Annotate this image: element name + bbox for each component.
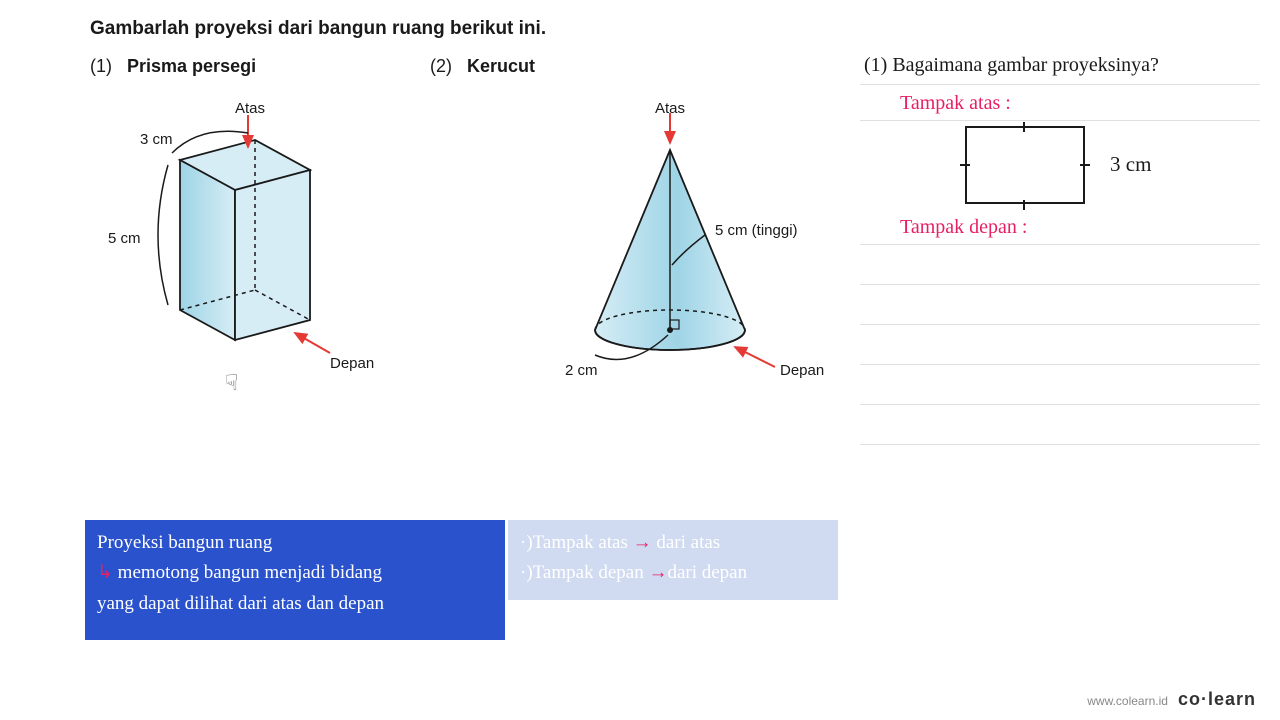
- ruled-line: [860, 444, 1260, 445]
- note-question: (1) Bagaimana gambar proyeksinya?: [864, 54, 1159, 77]
- cone-dim-radius: 2 cm: [565, 362, 598, 379]
- explain-box-2: ·)Tampak atas → dari atas ·)Tampak depan…: [508, 520, 838, 600]
- arrow-icon: →: [648, 562, 667, 583]
- prism-depan-label: Depan: [330, 355, 374, 372]
- arrow-icon: →: [633, 532, 657, 553]
- explain2-line2: ·)Tampak depan →dari depan: [520, 558, 826, 588]
- sketch-dim-3cm: 3 cm: [1110, 152, 1151, 177]
- ruled-line: [860, 120, 1260, 121]
- tick-mark: [1080, 164, 1090, 166]
- footer-brand: co·learn: [1178, 689, 1256, 709]
- tick-mark: [1023, 122, 1025, 132]
- item1-num: (1): [90, 56, 112, 76]
- tick-mark: [1023, 200, 1025, 210]
- item1-label: (1) Prisma persegi: [90, 56, 256, 77]
- prism-dim-3cm: 3 cm: [140, 131, 173, 148]
- item2-label: (2) Kerucut: [430, 56, 535, 77]
- instruction-text: Gambarlah proyeksi dari bangun ruang ber…: [90, 18, 546, 40]
- explain1-line2: ↳ memotong bangun menjadi bidang: [97, 558, 493, 588]
- prism-atas-label: Atas: [235, 100, 265, 117]
- tick-mark: [960, 164, 970, 166]
- sketch-top-square: [965, 126, 1085, 204]
- explain2-l2a: ·)Tampak depan: [520, 562, 648, 583]
- cone-atas-label: Atas: [655, 100, 685, 117]
- explain1-line3: yang dapat dilihat dari atas dan depan: [97, 589, 493, 619]
- ruled-line: [860, 84, 1260, 85]
- item2-num: (2): [430, 56, 452, 76]
- note-frontview-label: Tampak depan :: [900, 216, 1027, 239]
- ruled-line: [860, 324, 1260, 325]
- footer: www.colearn.id co·learn: [1087, 689, 1256, 710]
- item2-name: Kerucut: [467, 56, 535, 76]
- notes-panel: (1) Bagaimana gambar proyeksinya? Tampak…: [860, 48, 1280, 478]
- item1-name: Prisma persegi: [127, 56, 256, 76]
- prism-dim-5cm: 5 cm: [108, 230, 141, 247]
- ruled-line: [860, 404, 1260, 405]
- explain2-l2c: dari depan: [667, 562, 747, 583]
- ruled-line: [860, 244, 1260, 245]
- cone-figure: [550, 95, 810, 405]
- cursor-icon: ☟: [225, 370, 238, 396]
- explain2-l1a: ·)Tampak atas: [520, 532, 633, 553]
- explain1-line1: Proyeksi bangun ruang: [97, 528, 493, 558]
- note-topview-label: Tampak atas :: [900, 92, 1011, 115]
- explain2-line1: ·)Tampak atas → dari atas: [520, 528, 826, 558]
- footer-url: www.colearn.id: [1087, 694, 1168, 708]
- explain-box-1: Proyeksi bangun ruang ↳ memotong bangun …: [85, 520, 505, 640]
- arrow-icon: ↳: [97, 562, 113, 583]
- cone-dim-height: 5 cm (tinggi): [715, 222, 798, 239]
- explain2-l1c: dari atas: [656, 532, 720, 553]
- explain1-line2-text: memotong bangun menjadi bidang: [113, 562, 382, 583]
- ruled-line: [860, 364, 1260, 365]
- ruled-line: [860, 284, 1260, 285]
- cone-depan-label: Depan: [780, 362, 824, 379]
